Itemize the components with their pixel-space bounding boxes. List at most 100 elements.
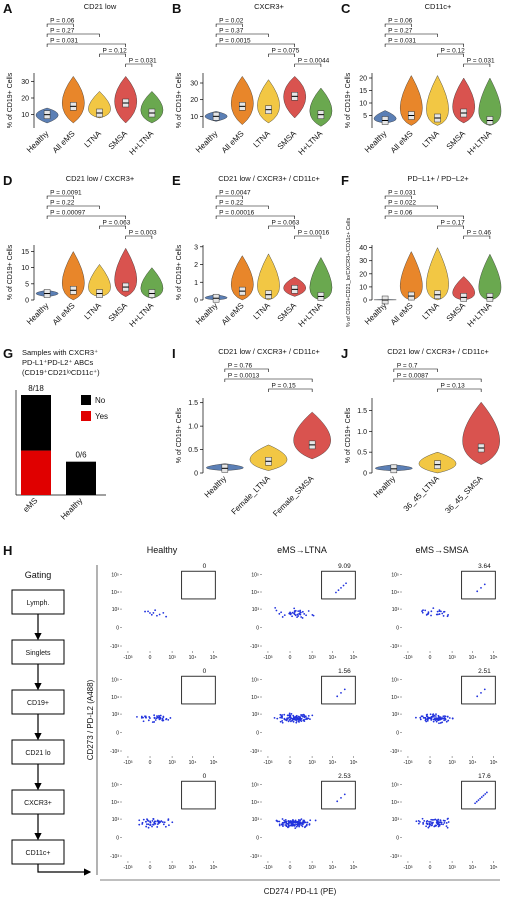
y-tick-label: 10⁴ [251, 695, 259, 701]
comparison-bracket [224, 368, 269, 372]
y-tick-label: 0 [396, 731, 399, 737]
event-dot [429, 717, 432, 720]
event-dot [426, 719, 429, 722]
y-tick-label: 15 [21, 249, 29, 256]
panel-title: CD21 low / CXCR3+ [66, 174, 135, 183]
event-dot [311, 714, 314, 717]
event-dot [426, 822, 429, 825]
violin [478, 253, 502, 301]
event-dot [442, 823, 445, 826]
event-dot [446, 826, 449, 829]
event-dot [343, 688, 346, 691]
comparison-bracket [224, 378, 313, 382]
event-dot [476, 590, 479, 593]
y-tick-label: 10 [21, 112, 29, 119]
y-tick-label: 10⁵ [391, 572, 399, 578]
event-dot [301, 825, 304, 828]
p-value: P = 0.17 [441, 220, 466, 227]
event-dot [483, 583, 486, 586]
bar-segment [21, 395, 51, 451]
event-dot [484, 793, 487, 795]
event-dot [289, 716, 292, 719]
event-dot [300, 824, 303, 827]
event-dot [291, 821, 294, 824]
event-dot [147, 823, 150, 826]
event-dot [136, 715, 138, 718]
event-dot [294, 609, 297, 612]
p-value: P = 0.063 [103, 220, 131, 227]
gating-box [11, 789, 65, 815]
comparison-bracket [384, 205, 438, 209]
y-tick-label: 10³ [252, 712, 260, 718]
event-dot [446, 615, 449, 618]
p-value: P = 0.00097 [50, 210, 86, 217]
event-dot [153, 716, 156, 719]
event-dot [156, 826, 159, 828]
event-dot [285, 824, 288, 827]
panel-letter: G [3, 346, 13, 361]
event-dot [438, 613, 441, 615]
y-tick-label: 20 [359, 76, 367, 83]
event-dot [479, 797, 482, 800]
event-dot [335, 591, 337, 594]
event-dot [435, 718, 438, 721]
p-value: P = 0.06 [388, 210, 413, 217]
legend-swatch [81, 411, 91, 421]
event-dot [441, 721, 444, 724]
event-dot [158, 718, 161, 721]
event-dot [307, 714, 310, 717]
x-tick-label: H+LTNA [297, 129, 325, 157]
y-axis-label: % of CD19+ Cells [345, 407, 352, 463]
comparison-bracket [437, 388, 482, 392]
x-tick-label: 10⁵ [490, 760, 498, 766]
event-dot [283, 713, 286, 716]
y-tick-label: 0 [396, 626, 399, 632]
y-tick-label: 10⁴ [251, 590, 259, 596]
event-dot [442, 615, 445, 617]
p-value: P = 0.0044 [298, 58, 330, 65]
event-dot [154, 719, 157, 721]
event-dot [162, 823, 165, 826]
event-dot [138, 823, 141, 826]
x-tick-label: 0 [149, 760, 152, 766]
y-tick-label: 10³ [112, 607, 120, 613]
event-dot [299, 609, 302, 612]
comparison-bracket [437, 53, 464, 57]
event-dot [301, 617, 304, 619]
event-dot [304, 715, 307, 718]
y-tick-label: 10⁵ [111, 677, 119, 683]
y-tick-label: 10⁵ [111, 572, 119, 578]
comparison-bracket [46, 43, 126, 47]
event-dot [154, 820, 157, 823]
event-dot [297, 819, 300, 821]
event-dot [444, 718, 447, 721]
event-dot [145, 820, 147, 823]
x-tick-label: All eMS [220, 129, 246, 155]
event-dot [430, 818, 433, 821]
gating-arrow [37, 864, 92, 876]
y-tick-label: 0 [363, 471, 367, 478]
panel-title: (CD19⁺CD21ˡᵒCD11c⁺) [22, 368, 100, 377]
x-tick-label: 10⁵ [350, 655, 358, 661]
comparison-bracket [46, 215, 126, 219]
event-dot [446, 715, 449, 718]
event-dot [306, 821, 309, 824]
comparison-bracket [99, 225, 126, 229]
event-dot [281, 823, 283, 826]
event-dot [480, 586, 482, 589]
y-tick-label: -10³ [110, 854, 119, 860]
violin [61, 75, 85, 124]
y-tick-label: 1.0 [357, 429, 367, 436]
y-tick-label: 20 [190, 97, 198, 104]
event-dot [138, 819, 141, 822]
comparison-bracket [215, 43, 295, 47]
event-dot [427, 826, 430, 829]
event-dot [288, 821, 291, 823]
x-tick-label: Healthy [203, 474, 229, 500]
x-tick-label: 10⁴ [469, 655, 477, 661]
gating-step: CXCR3+ [24, 800, 52, 807]
gate-percent: 1.56 [338, 668, 351, 675]
gating-step: CD21 lo [25, 750, 50, 757]
event-dot [167, 818, 170, 821]
event-dot [297, 720, 300, 723]
